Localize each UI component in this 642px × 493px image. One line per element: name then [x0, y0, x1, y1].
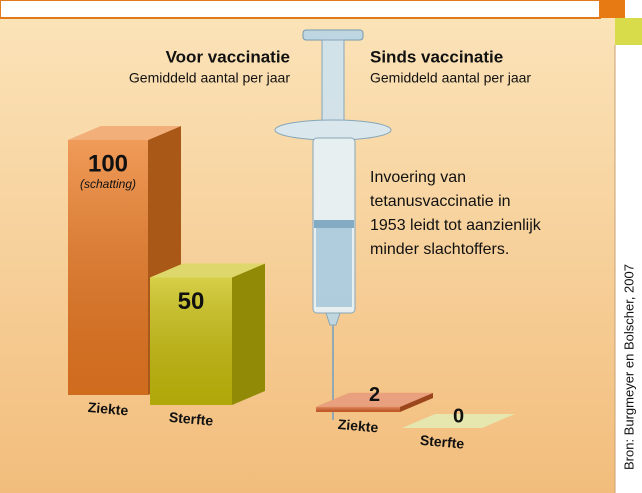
- top-strip: [0, 0, 600, 18]
- group-title: Sinds vaccinatie: [370, 47, 503, 66]
- bar-shade: [316, 407, 400, 412]
- value-note: (schatting): [80, 177, 136, 191]
- corner-block: [615, 18, 642, 45]
- source: Bron: Burgmeyer en Bolscher, 2007: [621, 264, 636, 470]
- value-label: 2: [369, 384, 380, 406]
- annotation-line: Invoering van: [370, 169, 466, 186]
- value-label: 100: [88, 150, 128, 177]
- value-label: 50: [178, 288, 205, 315]
- value-label: 0: [453, 405, 464, 427]
- annotation-line: tetanusvaccinatie in: [370, 193, 511, 210]
- bar-side-shade: [232, 264, 265, 406]
- annotation-line: minder slachtoffers.: [370, 241, 509, 258]
- group-subtitle: Gemiddeld aantal per jaar: [129, 70, 290, 86]
- group-subtitle: Gemiddeld aantal per jaar: [370, 70, 531, 86]
- infographic: Bron: Burgmeyer en Bolscher, 2007 Invoer…: [0, 0, 642, 493]
- annotation-line: 1953 leidt tot aanzienlijk: [370, 217, 542, 234]
- group-title: Voor vaccinatie: [166, 47, 290, 66]
- corner-block: [600, 0, 625, 18]
